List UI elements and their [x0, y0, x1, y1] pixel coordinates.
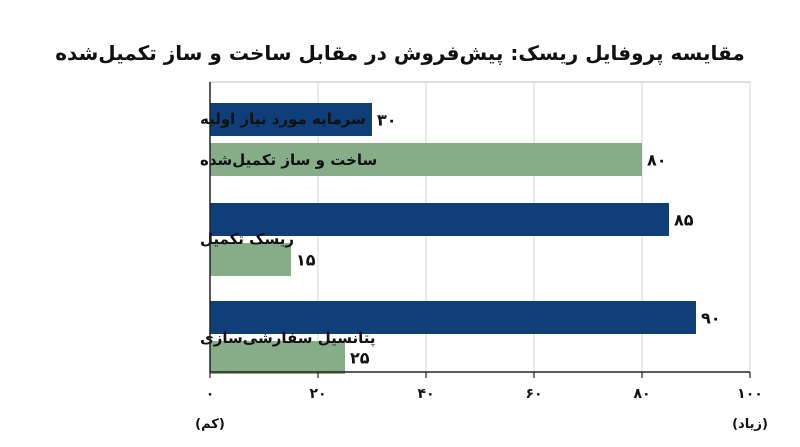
tick-label-5: ۱۰۰ — [737, 386, 763, 402]
bars — [210, 103, 696, 374]
chart-title: مقایسه پروفایل ریسک: پیش‌فروش در مقابل س… — [55, 41, 745, 66]
category-label-0: سرمایه مورد نیاز اولیه — [200, 110, 366, 128]
value-label-1-1: ۱۵ — [296, 251, 316, 270]
tick-label-1: ۲۰ — [309, 386, 326, 402]
labels: ۳۰ ۸۰ ۸۵ ۱۵ ۹۰ ۲۵ سرمایه مورد نیاز اولیه ساخت و… — [200, 110, 721, 368]
bar-0-0 — [210, 103, 372, 136]
bar-2-0 — [210, 301, 696, 334]
x-min-note: (کم) — [195, 417, 225, 432]
tick-label-0: ۰ — [206, 386, 215, 402]
bar-2-1 — [210, 341, 345, 374]
bar-1-0 — [210, 203, 669, 236]
value-label-1-0: ۸۵ — [674, 211, 694, 230]
x-axis-ticks: ۰ ۲۰ ۴۰ ۶۰ ۸۰ ۱۰۰ — [206, 372, 763, 402]
value-label-2-1: ۲۵ — [350, 349, 370, 368]
bar-1-1 — [210, 243, 291, 276]
value-label-0-0: ۳۰ — [377, 111, 397, 130]
tick-label-4: ۸۰ — [633, 386, 650, 402]
category-label-completed: ساخت و ساز تکمیل‌شده — [200, 151, 377, 169]
category-label-2: پتانسیل سفارشی‌سازی — [200, 329, 376, 348]
bar-0-1 — [210, 143, 642, 176]
value-label-0-1: ۸۰ — [647, 151, 667, 170]
value-label-2-0: ۹۰ — [701, 309, 721, 328]
category-label-1: ریسک تکمیل — [200, 230, 294, 248]
tick-label-3: ۶۰ — [525, 386, 542, 402]
tick-label-2: ۴۰ — [417, 386, 434, 402]
x-max-note: (زیاد) — [732, 417, 768, 432]
